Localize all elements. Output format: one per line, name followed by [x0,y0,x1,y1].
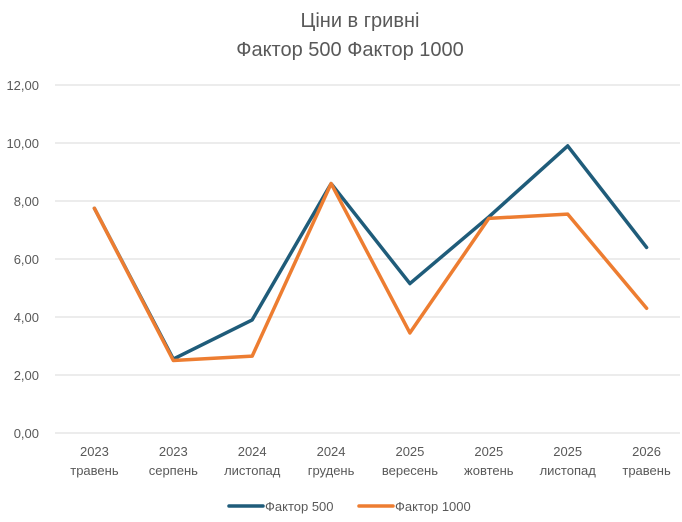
x-tick-year: 2024 [317,444,346,459]
x-tick-month: травень [622,463,671,478]
x-tick-month: серпень [149,463,198,478]
x-tick-year: 2026 [632,444,661,459]
y-tick-label: 4,00 [14,310,39,325]
series-lines [92,144,649,363]
x-tick-year: 2025 [395,444,424,459]
y-tick-label: 12,00 [6,78,39,93]
x-tick-year: 2023 [80,444,109,459]
y-tick-label: 10,00 [6,136,39,151]
legend: Фактор 500 Фактор 1000 [227,499,471,514]
x-tick-year: 2023 [159,444,188,459]
x-tick-month: жовтень [464,463,514,478]
x-axis-ticks: 2023 травень 2023 серпень 2024 листопад 2024 гр… [70,444,671,478]
legend-label: Фактор 1000 [395,499,471,514]
series-line-2 [92,181,649,363]
y-tick-label: 0,00 [14,426,39,441]
x-tick-month: листопад [224,463,281,478]
x-tick-year: 2024 [238,444,267,459]
x-tick-year: 2025 [553,444,582,459]
y-tick-label: 6,00 [14,252,39,267]
y-tick-label: 2,00 [14,368,39,383]
x-tick-year: 2025 [474,444,503,459]
legend-label: Фактор 500 [265,499,334,514]
x-tick-month: листопад [540,463,597,478]
chart-subtitle: Фактор 500 Фактор 1000 [236,39,464,61]
y-axis-ticks: 0,00 2,00 4,00 6,00 8,00 10,00 12,00 [6,78,39,441]
x-tick-month: вересень [382,463,438,478]
series-line-1 [92,144,649,361]
gridlines [55,84,680,434]
x-tick-month: травень [70,463,119,478]
chart-title: Ціни в гривні [301,10,420,32]
y-tick-label: 8,00 [14,194,39,209]
x-tick-month: грудень [308,463,355,478]
